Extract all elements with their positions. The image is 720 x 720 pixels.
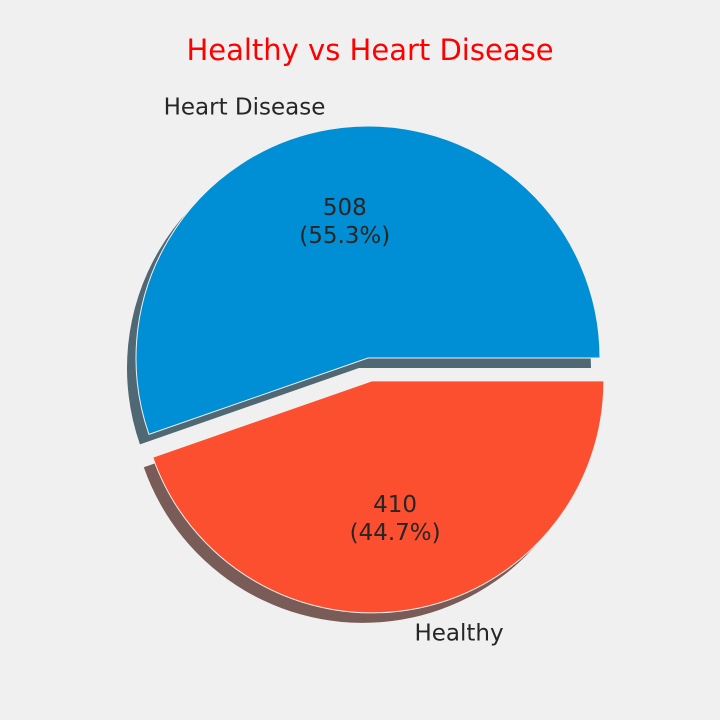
slice-label-heart-disease: Heart Disease: [164, 94, 326, 120]
label-layer: Heart Disease 508(55.3%) Healthy 410(44.7%): [164, 94, 504, 646]
slice-label-healthy: Healthy: [414, 620, 503, 646]
chart-title: Healthy vs Heart Disease: [186, 33, 553, 67]
slice-percent-heart-disease: (55.3%): [299, 223, 390, 249]
pie-slice-heart-disease: [135, 125, 601, 435]
slice-value-healthy: 410: [373, 492, 417, 518]
pie-slice-healthy: [152, 380, 605, 614]
slice-value-heart-disease: 508: [323, 195, 367, 221]
slice-percent-healthy: (44.7%): [350, 520, 441, 546]
slice-layer: [135, 125, 605, 614]
